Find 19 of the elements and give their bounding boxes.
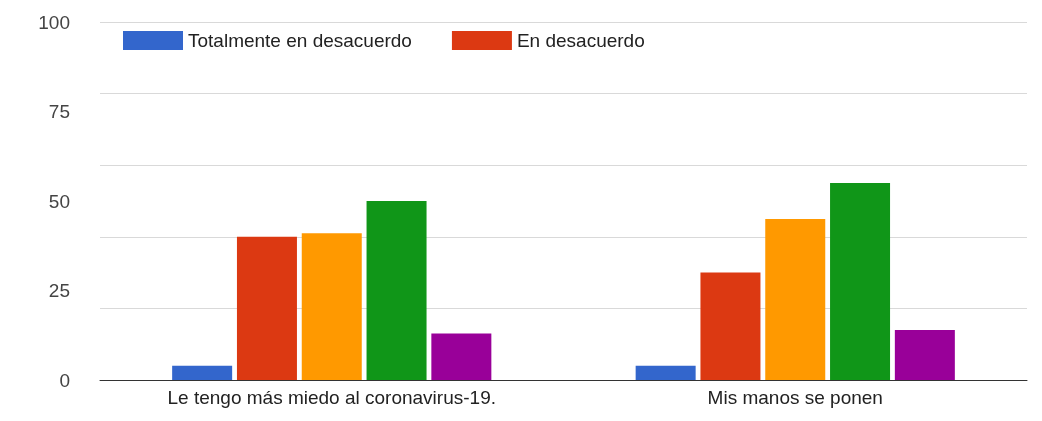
x-tick-label: Le tengo más miedo al coronavirus-19.	[167, 387, 496, 408]
y-tick-label: 25	[48, 280, 70, 301]
y-tick-label: 50	[48, 190, 70, 212]
legend-label: En desacuerdo	[516, 30, 645, 51]
bar	[765, 218, 826, 380]
bar	[894, 329, 955, 380]
bar	[700, 272, 761, 380]
bar	[830, 183, 891, 380]
bar	[431, 333, 492, 380]
legend-label: Totalmente en desacuerdo	[188, 30, 412, 51]
y-tick-label: 100	[38, 11, 70, 33]
y-tick-label: 75	[48, 101, 70, 122]
y-tick-label: 0	[59, 369, 70, 391]
bar	[236, 236, 297, 380]
x-tick-label: Mis manos se ponen	[707, 387, 883, 408]
bar	[635, 365, 696, 380]
bar	[366, 201, 427, 380]
bar	[301, 233, 362, 380]
bar	[172, 365, 233, 380]
